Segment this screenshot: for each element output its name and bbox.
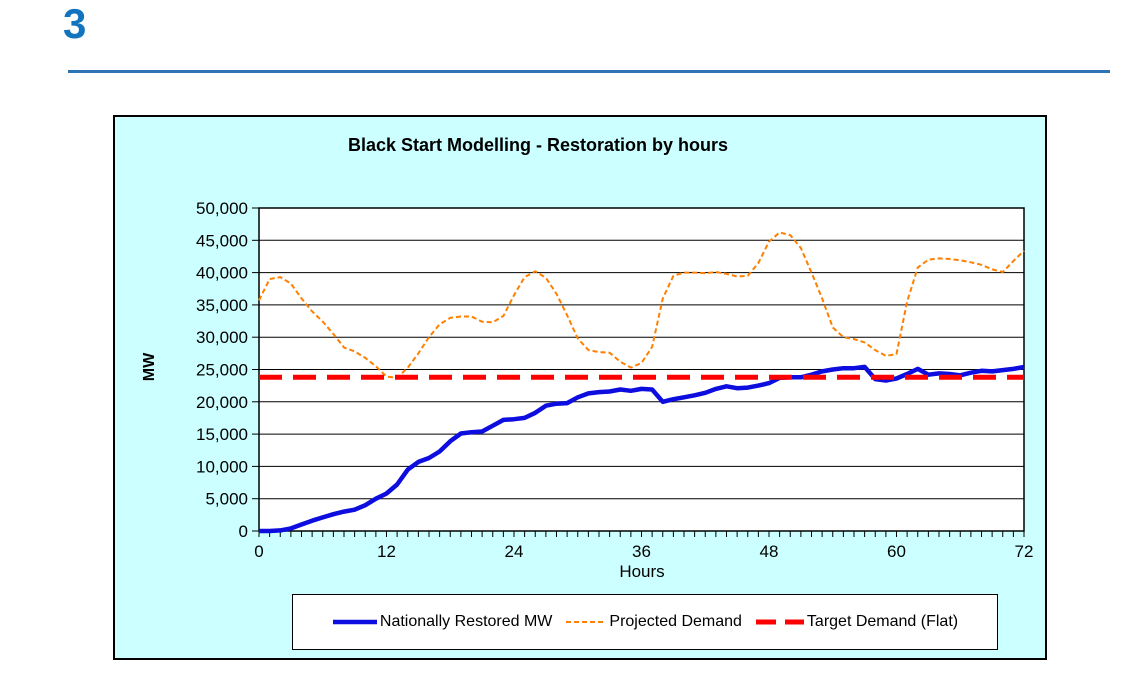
legend: Nationally Restored MW Projected Demand … xyxy=(292,594,998,650)
y-tick-label: 30,000 xyxy=(196,328,248,347)
y-tick-label: 0 xyxy=(239,522,248,541)
x-tick-label: 36 xyxy=(632,542,651,561)
y-tick-label: 35,000 xyxy=(196,296,248,315)
slide-number: 3 xyxy=(63,0,87,47)
y-tick-label: 50,000 xyxy=(196,199,248,218)
y-tick-label: 5,000 xyxy=(205,490,248,509)
legend-swatch-thick-dash-icon xyxy=(755,619,804,625)
legend-item-projected-demand: Projected Demand xyxy=(565,613,742,631)
chart-title: Black Start Modelling - Restoration by h… xyxy=(347,135,729,155)
legend-label: Nationally Restored MW xyxy=(379,613,553,630)
x-tick-label: 60 xyxy=(887,542,906,561)
legend-label: Projected Demand xyxy=(609,613,742,630)
x-axis-title: Hours xyxy=(619,562,664,581)
legend-swatch-line-icon xyxy=(332,619,377,625)
plot-area-svg: 0 5,000 10,000 15,000 20,000 25,000 30,000 35,0… xyxy=(141,199,1034,581)
x-tick-label: 0 xyxy=(254,542,263,561)
legend-label: Target Demand (Flat) xyxy=(806,613,959,630)
legend-item-target-demand: Target Demand (Flat) xyxy=(755,613,958,631)
y-tick-label: 25,000 xyxy=(196,361,248,380)
divider-rule xyxy=(68,70,1110,73)
y-tick-label: 20,000 xyxy=(196,393,248,412)
x-tick-label: 24 xyxy=(505,542,524,561)
plot-border xyxy=(258,207,1025,532)
series-line-0 xyxy=(259,364,1025,534)
x-tick-label: 12 xyxy=(377,542,396,561)
series-line-1 xyxy=(258,231,1025,379)
y-tick-label: 10,000 xyxy=(196,457,248,476)
y-axis-title: MW xyxy=(141,352,158,381)
legend-item-nationally-restored: Nationally Restored MW xyxy=(332,613,553,631)
x-tick-label: 48 xyxy=(760,542,779,561)
y-tick-label: 15,000 xyxy=(196,425,248,444)
chart-panel: Black Start Modelling - Restoration by h… xyxy=(113,115,1047,660)
legend-swatch-dashed-line-icon xyxy=(566,621,607,623)
x-tick-label: 72 xyxy=(1015,542,1034,561)
y-tick-label: 45,000 xyxy=(196,231,248,250)
y-tick-label: 40,000 xyxy=(196,264,248,283)
